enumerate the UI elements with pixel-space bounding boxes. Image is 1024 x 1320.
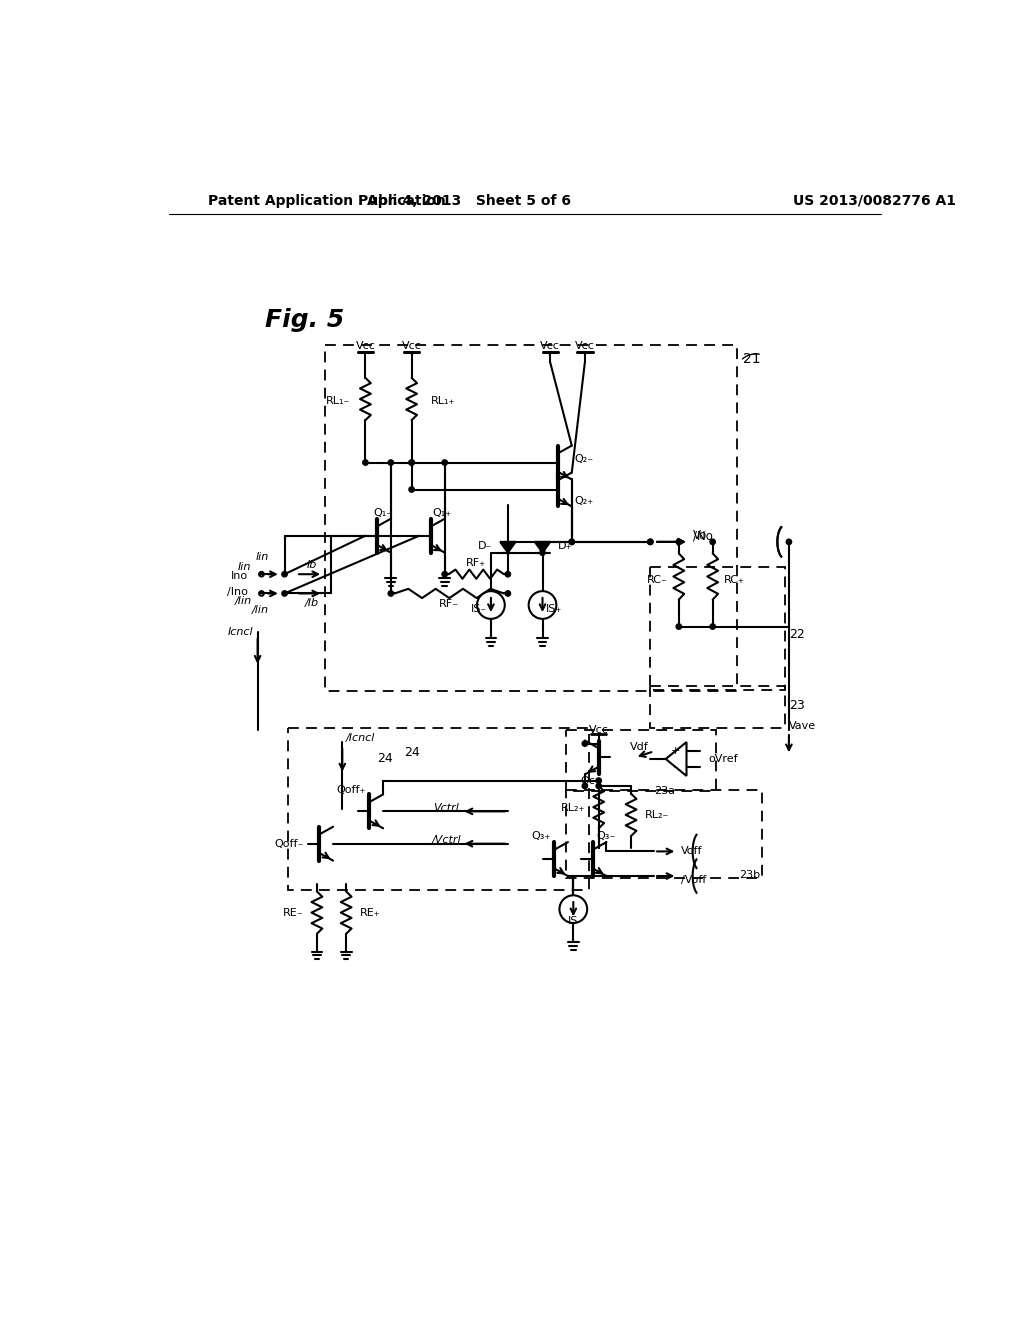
Circle shape (710, 624, 716, 630)
Text: /lin: /lin (252, 606, 269, 615)
Text: Qoff₋: Qoff₋ (274, 838, 304, 849)
Text: Vave: Vave (788, 721, 816, 731)
Circle shape (409, 487, 415, 492)
Text: Vcc: Vcc (401, 342, 422, 351)
Text: RL₂₊: RL₂₊ (560, 803, 585, 813)
Circle shape (388, 459, 393, 465)
Text: RL₁₋: RL₁₋ (326, 396, 350, 407)
Text: Vcc: Vcc (541, 342, 560, 351)
Text: RC₊: RC₊ (724, 576, 745, 585)
Circle shape (409, 459, 415, 465)
Circle shape (583, 783, 588, 788)
Text: RF₋: RF₋ (439, 599, 460, 610)
Bar (650, 566, 785, 689)
Text: Apr. 4, 2013   Sheet 5 of 6: Apr. 4, 2013 Sheet 5 of 6 (368, 194, 571, 207)
Text: Vo: Vo (692, 529, 707, 543)
Circle shape (710, 539, 716, 545)
Text: IS₊: IS₊ (547, 603, 562, 614)
Text: Vdf: Vdf (630, 742, 648, 752)
Text: Q₁₋: Q₁₋ (373, 508, 392, 517)
Text: 23b: 23b (739, 870, 760, 879)
Text: 22: 22 (788, 628, 805, 640)
Polygon shape (535, 543, 550, 553)
Text: RC₋: RC₋ (646, 576, 668, 585)
Bar (565, 730, 716, 792)
Polygon shape (500, 543, 515, 553)
Circle shape (786, 539, 792, 545)
Text: /No: /No (692, 529, 713, 543)
Bar (565, 789, 762, 878)
Text: /Voff: /Voff (681, 875, 707, 884)
Text: 23a: 23a (654, 787, 675, 796)
Circle shape (282, 591, 288, 597)
Text: RE₋: RE₋ (283, 908, 303, 917)
Text: Q₃₊: Q₃₊ (531, 832, 550, 841)
Text: 24: 24 (377, 752, 393, 766)
Text: Voff: Voff (681, 846, 702, 857)
Text: Vcc: Vcc (574, 342, 595, 351)
Text: oVref: oVref (708, 754, 737, 764)
Text: Vcc: Vcc (589, 725, 608, 735)
Text: Qc: Qc (580, 776, 595, 785)
Circle shape (442, 572, 447, 577)
Text: 21: 21 (742, 351, 761, 366)
Circle shape (505, 572, 511, 577)
Bar (650, 686, 785, 729)
Text: /Icncl: /Icncl (346, 733, 376, 743)
Circle shape (409, 459, 415, 465)
Text: D₋: D₋ (478, 541, 493, 550)
Text: US 2013/0082776 A1: US 2013/0082776 A1 (793, 194, 955, 207)
Text: RF₊: RF₊ (466, 558, 486, 569)
Text: Q₂₊: Q₂₊ (574, 496, 594, 506)
Bar (325, 345, 736, 692)
Text: 24: 24 (403, 746, 420, 759)
Text: Fig. 5: Fig. 5 (265, 308, 344, 333)
Text: /Ib: /Ib (304, 598, 318, 607)
Text: Ib: Ib (306, 560, 316, 570)
Circle shape (596, 777, 601, 783)
Polygon shape (666, 742, 686, 776)
Text: Q₁₊: Q₁₊ (432, 508, 452, 517)
Text: RL₁₊: RL₁₊ (431, 396, 456, 407)
Circle shape (569, 539, 574, 545)
Text: /Iin: /Iin (234, 597, 252, 606)
Text: D₊: D₊ (558, 541, 572, 550)
Text: -: - (674, 762, 678, 772)
Text: Patent Application Publication: Patent Application Publication (208, 194, 445, 207)
Circle shape (647, 539, 653, 545)
Text: 23: 23 (788, 698, 805, 711)
Circle shape (505, 591, 511, 597)
Text: +: + (671, 746, 680, 756)
Text: Iin: Iin (238, 561, 252, 572)
Circle shape (442, 459, 447, 465)
Text: Q₃₋: Q₃₋ (596, 832, 615, 841)
Circle shape (647, 539, 653, 545)
Text: lin: lin (256, 552, 269, 562)
Text: IS₋: IS₋ (471, 603, 487, 614)
Text: /Vctrl: /Vctrl (431, 834, 461, 845)
Text: /Ino: /Ino (227, 587, 249, 597)
Text: Vctrl: Vctrl (433, 803, 459, 813)
Circle shape (676, 539, 682, 545)
Circle shape (583, 741, 588, 746)
Circle shape (388, 591, 393, 597)
Text: Icncl: Icncl (228, 627, 254, 638)
Text: RE₊: RE₊ (360, 908, 381, 917)
Text: RL₂₋: RL₂₋ (645, 810, 670, 820)
Text: Vcc: Vcc (355, 342, 376, 351)
Circle shape (676, 624, 682, 630)
Text: Qoff₊: Qoff₊ (336, 785, 366, 795)
Circle shape (282, 572, 288, 577)
Text: Q₂₋: Q₂₋ (574, 454, 594, 463)
Circle shape (569, 539, 574, 545)
Circle shape (596, 783, 601, 788)
Bar (289, 729, 589, 890)
Circle shape (540, 550, 545, 556)
Circle shape (362, 459, 368, 465)
Text: IS: IS (568, 916, 579, 925)
Text: Ino: Ino (231, 570, 249, 581)
